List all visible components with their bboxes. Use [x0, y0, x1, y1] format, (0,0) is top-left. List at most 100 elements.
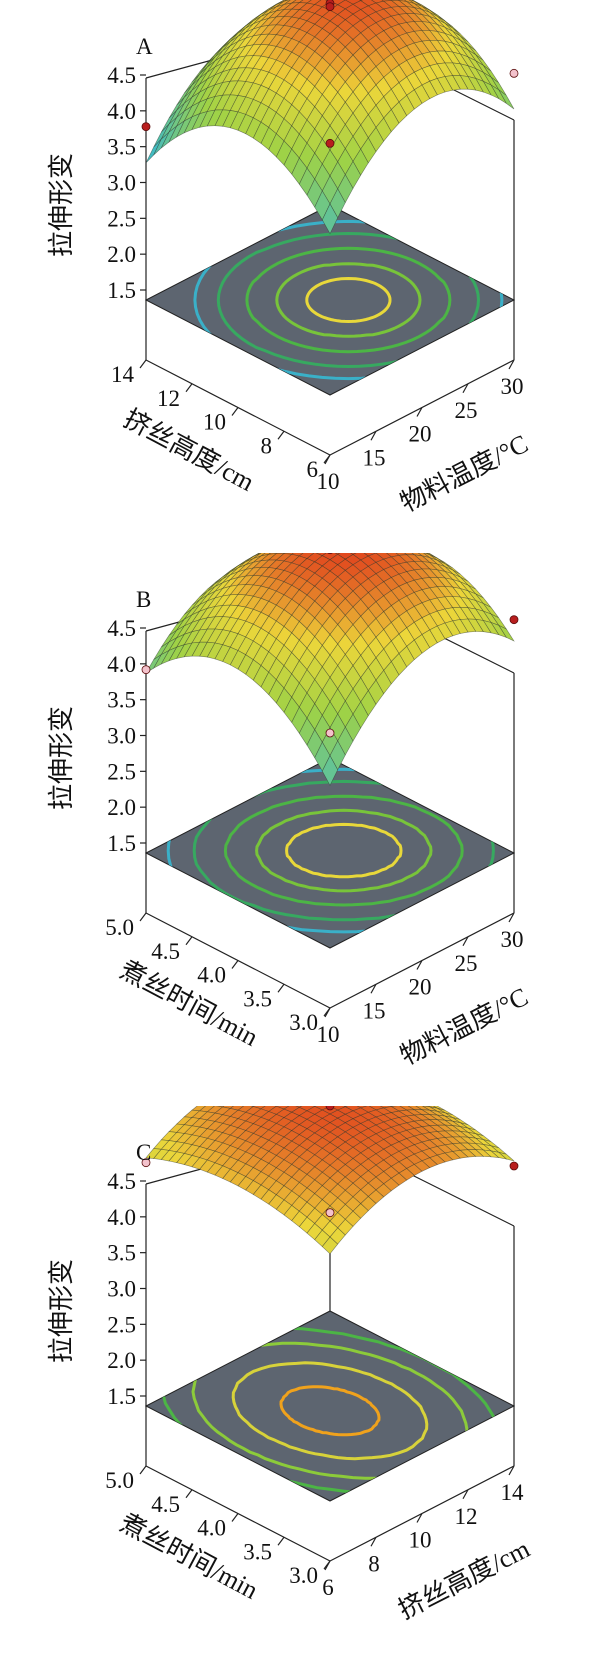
z-tick-label: 4.5 [107, 616, 136, 641]
contour-line [216, 231, 481, 369]
z-tick-label: 2.5 [107, 759, 136, 784]
y-tick [139, 912, 147, 922]
x-tick [508, 359, 515, 370]
y-tick-label: 5.0 [105, 1468, 134, 1493]
response-surface [145, 1106, 515, 1255]
design-point [325, 2, 335, 12]
y-axis-title: 挤丝高度/cm [119, 404, 259, 497]
x-tick-label: 8 [368, 1551, 380, 1576]
z-tick-label: 2.0 [107, 1348, 136, 1373]
y-tick-label: 3.5 [243, 1539, 272, 1564]
x-tick-label: 15 [363, 445, 386, 470]
x-tick-label: 20 [409, 975, 432, 1000]
panel-b: 1.5 2.0 2.5 3.0 3.5 4.0 4.5 拉伸形变 B 10 15 20 25 30 物料温度… [0, 553, 612, 1106]
panel-label: C [136, 1140, 151, 1165]
surface-cell [321, 1236, 339, 1255]
x-tick [416, 960, 423, 970]
z-axis: 1.5 2.0 2.5 3.0 3.5 4.0 4.5 拉伸形变 [47, 63, 146, 303]
y-tick-label: 6 [307, 457, 319, 482]
y-axis: 6 8 10 12 14 挤丝高度/cm [111, 359, 331, 497]
z-tick-label: 1.5 [107, 1384, 136, 1409]
y-tick-label: 14 [111, 362, 135, 387]
y-tick-label: 4.5 [151, 1492, 180, 1517]
x-tick-label: 15 [363, 998, 386, 1023]
design-point [327, 553, 333, 555]
z-tick-label: 4.0 [107, 1205, 136, 1230]
response-surface [145, 553, 515, 787]
contour-line [255, 808, 433, 893]
contour-floor [144, 1310, 516, 1502]
panel-label: B [136, 587, 151, 612]
y-tick [277, 430, 285, 440]
y-axis-title: 煮丝时间/min [115, 955, 263, 1052]
design-point [325, 138, 335, 148]
x-tick-label: 10 [409, 1528, 432, 1553]
y-tick-label: 3.0 [289, 1010, 318, 1035]
z-tick-label: 4.5 [107, 63, 136, 88]
design-point [509, 1161, 519, 1171]
z-tick-label: 4.5 [107, 1169, 136, 1194]
z-tick-label: 3.0 [107, 1277, 136, 1302]
surface-cell [321, 203, 339, 235]
y-tick [323, 1007, 331, 1017]
z-tick-label: 3.5 [107, 688, 136, 713]
chart-c: 1.52.02.53.03.54.04.5拉伸形变C68101214挤丝高度/c… [47, 1106, 534, 1625]
x-tick-label: 6 [322, 1575, 334, 1600]
z-axis: 1.5 2.0 2.5 3.0 3.5 4.0 4.5 拉伸形变 [47, 616, 146, 856]
x-tick [416, 407, 423, 417]
z-axis-title: 拉伸形变 [47, 1259, 76, 1363]
panel-a: 1.5 2.0 2.5 3.0 3.5 4.0 4.5 拉伸形变 A 10 15 20 25 30 物料温度… [0, 0, 612, 553]
z-axis-title: 拉伸形变 [47, 153, 76, 257]
z-tick-label: 1.5 [107, 831, 136, 856]
contour-line [231, 1361, 429, 1461]
z-tick-label: 3.0 [107, 724, 136, 749]
y-tick [323, 454, 331, 464]
chart-b: 1.52.02.53.03.54.04.5拉伸形变B1015202530物料温度… [47, 553, 533, 1071]
y-tick-label: 4.5 [151, 939, 180, 964]
z-axis: 1.5 2.0 2.5 3.0 3.5 4.0 4.5 拉伸形变 [47, 1169, 146, 1409]
chart-a: 1.52.02.53.03.54.04.5拉伸形变A1015202530物料温度… [47, 0, 533, 518]
y-tick [139, 359, 147, 369]
design-point [141, 122, 151, 132]
contour-line [285, 822, 403, 879]
z-tick-label: 2.0 [107, 795, 136, 820]
panel-label: A [136, 34, 153, 59]
x-tick [416, 1513, 423, 1523]
y-tick [139, 1465, 147, 1475]
x-tick [462, 1489, 469, 1500]
x-tick-label: 10 [317, 469, 340, 494]
x-tick-label: 14 [501, 1480, 525, 1505]
contour-line [279, 1385, 381, 1437]
design-points [141, 553, 519, 738]
y-tick [231, 960, 239, 969]
y-tick [185, 936, 193, 946]
contour-line [305, 276, 392, 324]
surface-cell [145, 138, 162, 164]
y-tick-label: 4.0 [197, 1516, 226, 1541]
y-tick-label: 4.0 [197, 963, 226, 988]
y-tick-label: 5.0 [105, 915, 134, 940]
z-tick-label: 4.0 [107, 652, 136, 677]
z-tick-label: 3.5 [107, 135, 136, 160]
y-tick [185, 383, 193, 393]
y-tick [323, 1560, 331, 1570]
design-points [141, 1106, 519, 1218]
design-point [325, 1106, 335, 1111]
design-point [141, 1158, 151, 1168]
z-tick-label: 3.0 [107, 171, 136, 196]
design-point [509, 68, 519, 78]
x-tick [370, 430, 377, 441]
design-points [141, 0, 519, 148]
z-tick-label: 2.5 [107, 206, 136, 231]
contour-line [245, 246, 452, 354]
y-tick [277, 983, 285, 993]
z-tick-label: 4.0 [107, 99, 136, 124]
design-point [325, 728, 335, 738]
contour-line [191, 1341, 469, 1480]
y-tick-label: 3.0 [289, 1563, 318, 1588]
design-point [141, 665, 151, 675]
x-tick [508, 912, 515, 923]
y-axis: 3.0 3.5 4.0 4.5 5.0 煮丝时间/min [105, 912, 331, 1052]
